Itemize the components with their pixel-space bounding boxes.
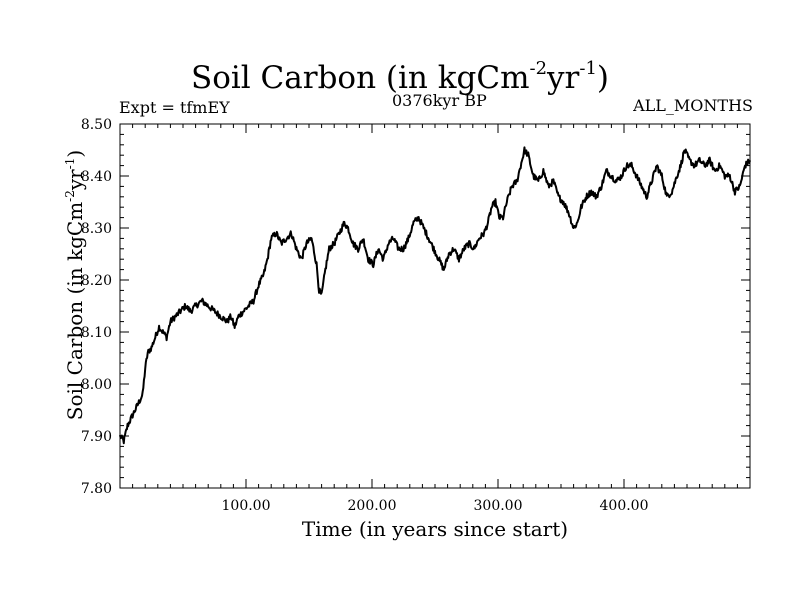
experiment-label: Expt = tfmEY: [119, 98, 230, 117]
months-label: ALL_MONTHS: [633, 96, 753, 115]
plot-frame: [119, 123, 751, 489]
x-axis-label: Time (in years since start): [301, 517, 569, 541]
x-tick-label: 100.00: [222, 498, 271, 514]
y-tick-label: 8.00: [81, 377, 112, 393]
y-tick-label: 7.80: [81, 481, 112, 497]
y-tick-label: 8.50: [81, 117, 112, 133]
y-tick-label: 8.10: [81, 325, 112, 341]
y-tick-label: 8.40: [81, 169, 112, 185]
series-line: [119, 146, 751, 445]
period-label: 0376kyr BP: [392, 91, 487, 110]
x-tick-label: 300.00: [474, 498, 523, 514]
x-tick-label: 200.00: [348, 498, 397, 514]
y-axis-label: Soil Carbon (in kgCm-2yr-1): [63, 149, 87, 421]
y-tick-label: 8.20: [81, 273, 112, 289]
chart-title: Soil Carbon (in kgCm-2yr-1): [190, 58, 610, 96]
x-tick-label: 400.00: [600, 498, 649, 514]
y-tick-label: 7.90: [81, 429, 112, 445]
y-tick-label: 8.30: [81, 221, 112, 237]
